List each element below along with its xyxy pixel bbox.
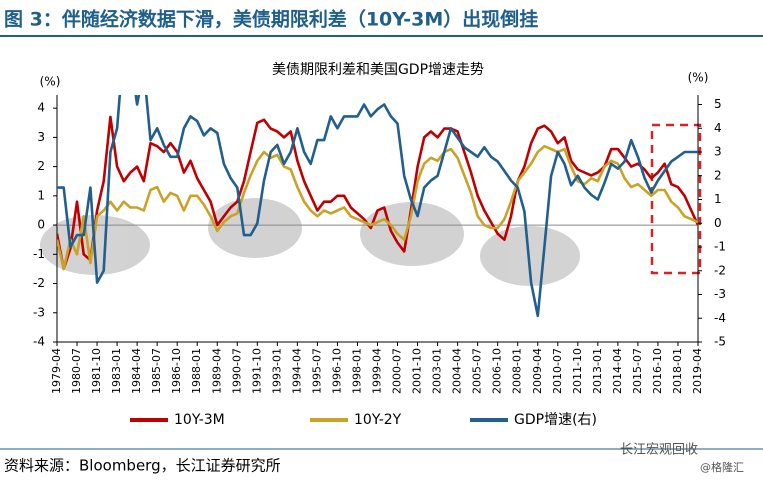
y2-tick-label: 2 [714, 168, 722, 182]
y-tick-label: -1 [33, 247, 45, 261]
x-tick-label: 1983-01 [110, 348, 123, 394]
x-tick-label: 2016-10 [651, 348, 664, 394]
chart-title: 美债期限利差和美国GDP增速走势 [272, 62, 484, 78]
y-tick-label: 0 [37, 218, 45, 232]
y-tick-label: -4 [33, 335, 45, 349]
x-tick-label: 1979-04 [50, 348, 63, 394]
x-tick-label: 1981-10 [90, 348, 103, 394]
plot-area [57, 95, 698, 318]
x-tick-label: 2013-01 [591, 348, 604, 394]
y2-tick-label: -1 [714, 240, 726, 254]
x-tick-label: 2015-07 [631, 348, 644, 394]
x-tick-label: 2010-07 [551, 348, 564, 394]
highlight-box [650, 123, 702, 275]
y-tick-label: -3 [33, 305, 45, 319]
page-title: 图 3：伴随经济数据下滑，美债期限利差（10Y-3M）出现倒挂 [4, 8, 538, 31]
x-tick-label: 2000-07 [391, 348, 404, 394]
watermark: 长江宏观回收 [620, 443, 698, 458]
y2-tick-label: -4 [714, 311, 726, 325]
series-line [57, 95, 698, 318]
x-tick-label: 1986-10 [170, 348, 183, 394]
x-tick-label: 2008-01 [511, 348, 524, 394]
x-tick-label: 1988-01 [190, 348, 203, 394]
y2-tick-label: -3 [714, 287, 726, 301]
x-tick-label: 1980-07 [70, 348, 83, 394]
x-tick-label: 2018-01 [671, 348, 684, 394]
y2-tick-label: 3 [714, 145, 722, 159]
y-tick-label: 4 [37, 101, 45, 115]
y2-tick-label: 5 [714, 97, 722, 111]
x-tick-label: 1999-04 [371, 348, 384, 394]
x-tick-label: 1995-07 [310, 348, 323, 394]
y2-tick-label: 4 [714, 121, 722, 135]
x-tick-label: 2019-04 [691, 348, 704, 394]
x-tick-label: 1996-10 [330, 348, 343, 394]
x-tick-label: 2004-04 [451, 348, 464, 394]
y-axis-label: (%) [40, 75, 61, 89]
series-line [57, 144, 698, 271]
x-tick-label: 1984-04 [130, 348, 143, 394]
legend-label: 10Y-3M [174, 412, 225, 428]
y2-tick-label: -5 [714, 335, 726, 349]
x-tick-label: 1994-04 [290, 348, 303, 394]
x-tick-label: 2005-07 [471, 348, 484, 394]
series-line [57, 115, 698, 271]
y-tick-label: 2 [37, 159, 45, 173]
source-note: 资料来源：Bloomberg，长江证券研究所 [4, 457, 281, 475]
y-tick-label: -2 [33, 276, 45, 290]
x-tick-label: 2006-10 [491, 348, 504, 394]
x-tick-label: 1991-10 [250, 348, 263, 394]
y2-tick-label: 1 [714, 192, 722, 206]
y2-axis-label: (%) [688, 71, 709, 85]
legend-label: GDP增速(右) [514, 412, 597, 428]
y-tick-label: 3 [37, 130, 45, 144]
y2-tick-label: 0 [714, 216, 722, 230]
x-tick-label: 1990-07 [230, 348, 243, 394]
x-tick-label: 2009-04 [531, 348, 544, 394]
x-tick-label: 1998-01 [350, 348, 363, 394]
x-tick-label: 2003-01 [431, 348, 444, 394]
y-tick-label: 1 [37, 188, 45, 202]
legend-label: 10Y-2Y [354, 412, 402, 428]
x-tick-label: 2001-10 [411, 348, 424, 394]
x-tick-label: 2014-04 [611, 348, 624, 394]
x-tick-label: 2011-10 [571, 348, 584, 394]
x-tick-label: 1993-01 [270, 348, 283, 394]
watermark: @格隆汇 [700, 460, 744, 474]
x-tick-label: 1985-07 [150, 348, 163, 394]
y2-tick-label: -2 [714, 263, 726, 277]
x-tick-label: 1989-04 [210, 348, 223, 394]
